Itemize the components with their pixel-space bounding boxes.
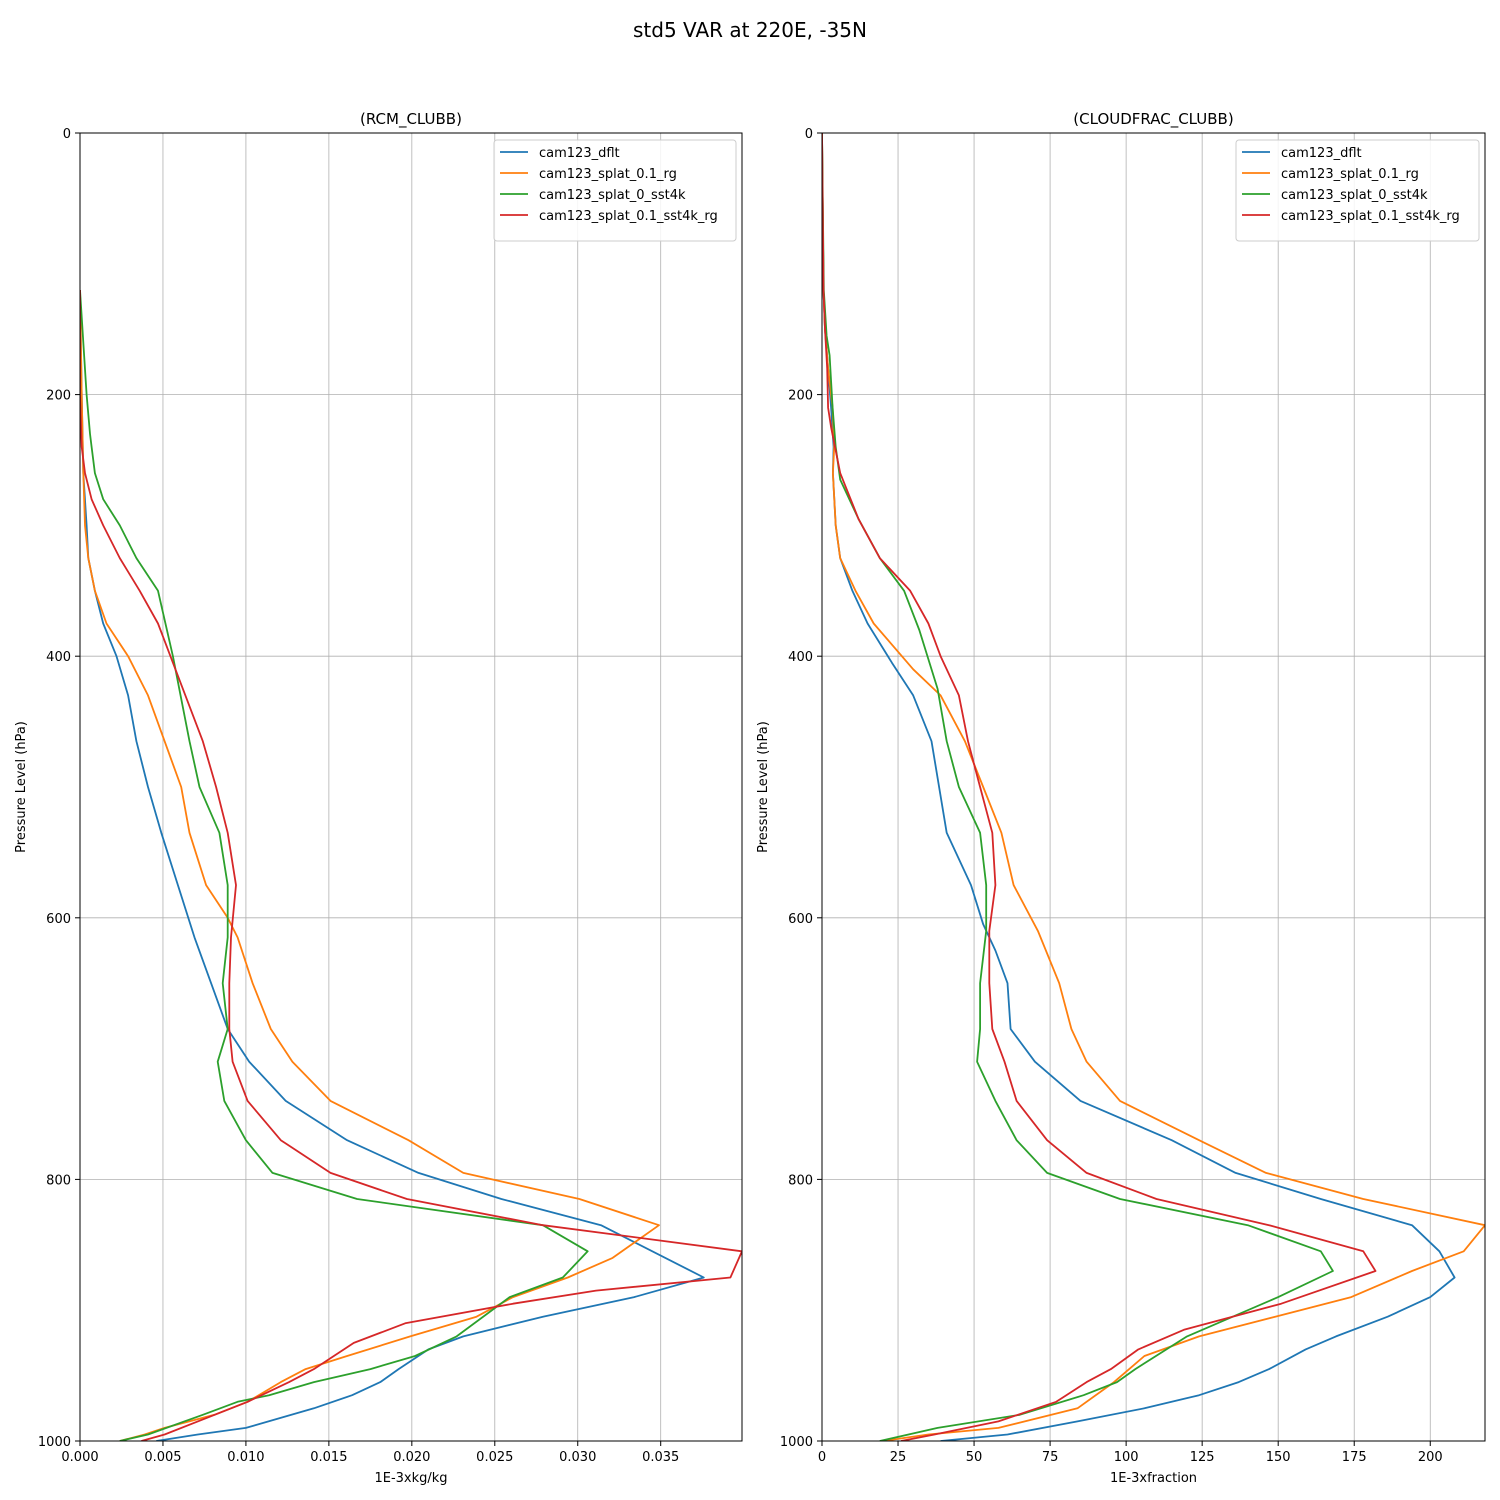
chart0-xlabel: 1E-3xkg/kg: [374, 1471, 447, 1486]
chart1-axes-frame: [821, 132, 1486, 1442]
chart1-ytick-label-1: 200: [788, 389, 813, 404]
chart0-ytick-label-1: 200: [46, 389, 71, 404]
chart0-ytick-label-0: 0: [63, 127, 71, 142]
chart0-plot-area: [80, 289, 742, 1441]
chart1-xtick-label-2: 50: [966, 1450, 983, 1465]
chart1-plot-area: [822, 133, 1485, 1441]
chart1-legend-label-cam123-splat-0-sst4k: cam123_splat_0_sst4k: [1281, 188, 1428, 203]
chart1-series-cam123-splat-0-sst4k: [822, 133, 1334, 1441]
panel-cloudfrac-clubb: 0 25 50 75 100 125 150 175 200 0 200 400 600 800 1000 (…: [756, 110, 1486, 1486]
chart0-xtick-label-7: 0.035: [642, 1450, 679, 1465]
chart0-ytick-label-3: 600: [46, 912, 71, 927]
chart0-xtick-label-5: 0.025: [476, 1450, 513, 1465]
chart0-series-cam123-splat-0-1-rg: [80, 289, 660, 1441]
chart1-legend-label-cam123-splat-0-1-sst4k-rg: cam123_splat_0.1_sst4k_rg: [1281, 209, 1460, 224]
chart1-ytick-label-3: 600: [788, 912, 813, 927]
chart1-ytick-label-2: 400: [788, 650, 813, 665]
chart0-legend-label-cam123-splat-0-1-rg: cam123_splat_0.1_rg: [539, 167, 677, 182]
chart1-legend-label-cam123-dflt: cam123_dflt: [1281, 146, 1362, 161]
chart1-series-cam123-dflt: [822, 133, 1456, 1441]
chart1-series-cam123-splat-0-1-sst4k-rg: [822, 133, 1377, 1441]
panel-rcm-clubb: 0.000 0.005 0.010 0.015 0.020 0.025 0.030 0.035…: [14, 110, 743, 1486]
chart1-xtick-label-7: 175: [1342, 1450, 1367, 1465]
chart0-xtick-label-2: 0.010: [227, 1450, 264, 1465]
chart1-xtick-label-6: 150: [1266, 1450, 1291, 1465]
chart0-xtick-label-4: 0.020: [393, 1450, 430, 1465]
chart1-xtick-label-0: 0: [818, 1450, 826, 1465]
chart0-series-cam123-splat-0-1-sst4k-rg: [80, 290, 742, 1441]
chart0-legend-label-cam123-splat-0-1-sst4k-rg: cam123_splat_0.1_sst4k_rg: [539, 209, 718, 224]
chart1-legend: cam123_dflt cam123_splat_0.1_rg cam123_spl…: [1235, 139, 1480, 242]
chart0-legend-box: [493, 139, 737, 242]
chart0-ylabel: Pressure Level (hPa): [14, 721, 29, 853]
chart1-legend-box: [1235, 139, 1480, 242]
chart1-title: (CLOUDFRAC_CLUBB): [1073, 110, 1233, 129]
chart1-xlabel: 1E-3xfraction: [1110, 1471, 1197, 1486]
chart1-xtick-label-5: 125: [1190, 1450, 1215, 1465]
chart1-ytick-label-0: 0: [805, 127, 813, 142]
chart0-xtick-label-6: 0.030: [559, 1450, 596, 1465]
chart1-ytick-label-4: 800: [788, 1173, 813, 1188]
chart0-legend-label-cam123-dflt: cam123_dflt: [539, 146, 620, 161]
chart0-legend-label-cam123-splat-0-sst4k: cam123_splat_0_sst4k: [539, 188, 686, 203]
chart1-ytick-label-5: 1000: [780, 1435, 813, 1450]
chart0-title: (RCM_CLUBB): [360, 110, 462, 129]
chart0-xtick-label-1: 0.005: [144, 1450, 181, 1465]
chart1-xtick-label-3: 75: [1042, 1450, 1059, 1465]
chart1-ylabel: Pressure Level (hPa): [756, 721, 771, 853]
chart0-xtick-label-0: 0.000: [61, 1450, 98, 1465]
chart0-ytick-label-5: 1000: [38, 1435, 71, 1450]
chart1-legend-label-cam123-splat-0-1-rg: cam123_splat_0.1_rg: [1281, 167, 1419, 182]
chart0-series-cam123-dflt: [80, 289, 705, 1441]
chart1-xtick-label-4: 100: [1114, 1450, 1139, 1465]
chart0-ytick-label-4: 800: [46, 1173, 71, 1188]
chart1-series-cam123-splat-0-1-rg: [822, 133, 1485, 1441]
chart0-xtick-label-3: 0.015: [310, 1450, 347, 1465]
chart0-series-cam123-splat-0-sst4k: [80, 289, 589, 1441]
chart1-xtick-label-8: 200: [1418, 1450, 1443, 1465]
figure-title: std5 VAR at 220E, -35N: [633, 18, 867, 42]
chart0-axes-frame: [79, 132, 743, 1442]
chart0-legend: cam123_dflt cam123_splat_0.1_rg cam123_spl…: [493, 139, 737, 242]
chart0-ytick-label-2: 400: [46, 650, 71, 665]
chart1-xtick-label-1: 25: [890, 1450, 907, 1465]
